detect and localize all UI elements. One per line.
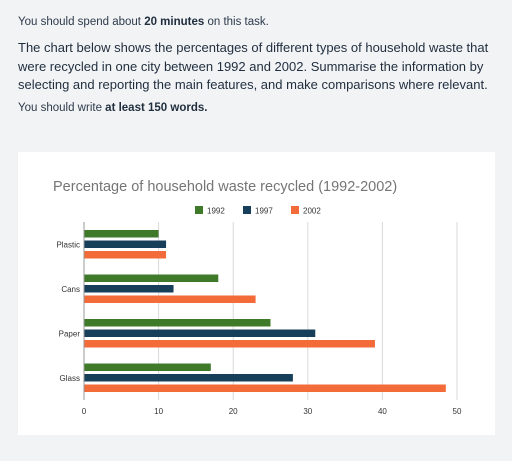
bar-glass-1992 bbox=[84, 363, 211, 371]
legend-swatch-1992 bbox=[195, 206, 203, 214]
x-tick-label-20: 20 bbox=[229, 407, 238, 416]
x-tick-label-10: 10 bbox=[154, 407, 163, 416]
chart-card: Percentage of household waste recycled (… bbox=[18, 152, 495, 435]
task-prompt: The chart below shows the percentages of… bbox=[18, 40, 489, 92]
bar-glass-2002 bbox=[84, 384, 446, 392]
legend-label-1992: 1992 bbox=[207, 207, 225, 216]
x-tick-label-40: 40 bbox=[378, 407, 387, 416]
chart-title: Percentage of household waste recycled (… bbox=[53, 179, 397, 195]
bar-plastic-2002 bbox=[84, 251, 167, 259]
bar-glass-1997 bbox=[84, 374, 293, 382]
legend-swatch-2002 bbox=[291, 206, 299, 214]
time-bold: 20 minutes bbox=[144, 16, 205, 28]
time-prefix: You should spend about bbox=[18, 16, 145, 28]
x-tick-label-30: 30 bbox=[303, 407, 312, 416]
x-tick-label-50: 50 bbox=[453, 407, 462, 416]
bar-cans-1997 bbox=[84, 285, 174, 293]
bar-plastic-1992 bbox=[84, 230, 159, 238]
legend-swatch-1997 bbox=[243, 206, 251, 214]
legend-label-1997: 1997 bbox=[255, 207, 273, 216]
bar-cans-2002 bbox=[84, 295, 256, 303]
category-label-cans: Cans bbox=[61, 285, 80, 294]
legend-label-2002: 2002 bbox=[303, 207, 321, 216]
time-instruction: You should spend about 20 minutes on thi… bbox=[18, 16, 269, 28]
words-bold: at least 150 words. bbox=[105, 102, 208, 114]
words-prefix: You should write bbox=[18, 102, 106, 114]
bar-chart: Percentage of household waste recycled (… bbox=[53, 179, 462, 416]
category-label-glass: Glass bbox=[60, 374, 80, 383]
word-instruction: You should write at least 150 words. bbox=[18, 102, 207, 114]
bar-plastic-1997 bbox=[84, 240, 167, 248]
bar-paper-1997 bbox=[84, 329, 316, 337]
category-label-plastic: Plastic bbox=[56, 240, 80, 249]
time-suffix: on this task. bbox=[204, 16, 269, 28]
x-tick-label-0: 0 bbox=[82, 407, 87, 416]
bar-cans-1992 bbox=[84, 274, 219, 282]
bar-paper-1992 bbox=[84, 319, 271, 327]
bar-paper-2002 bbox=[84, 340, 375, 348]
category-label-paper: Paper bbox=[59, 329, 81, 338]
